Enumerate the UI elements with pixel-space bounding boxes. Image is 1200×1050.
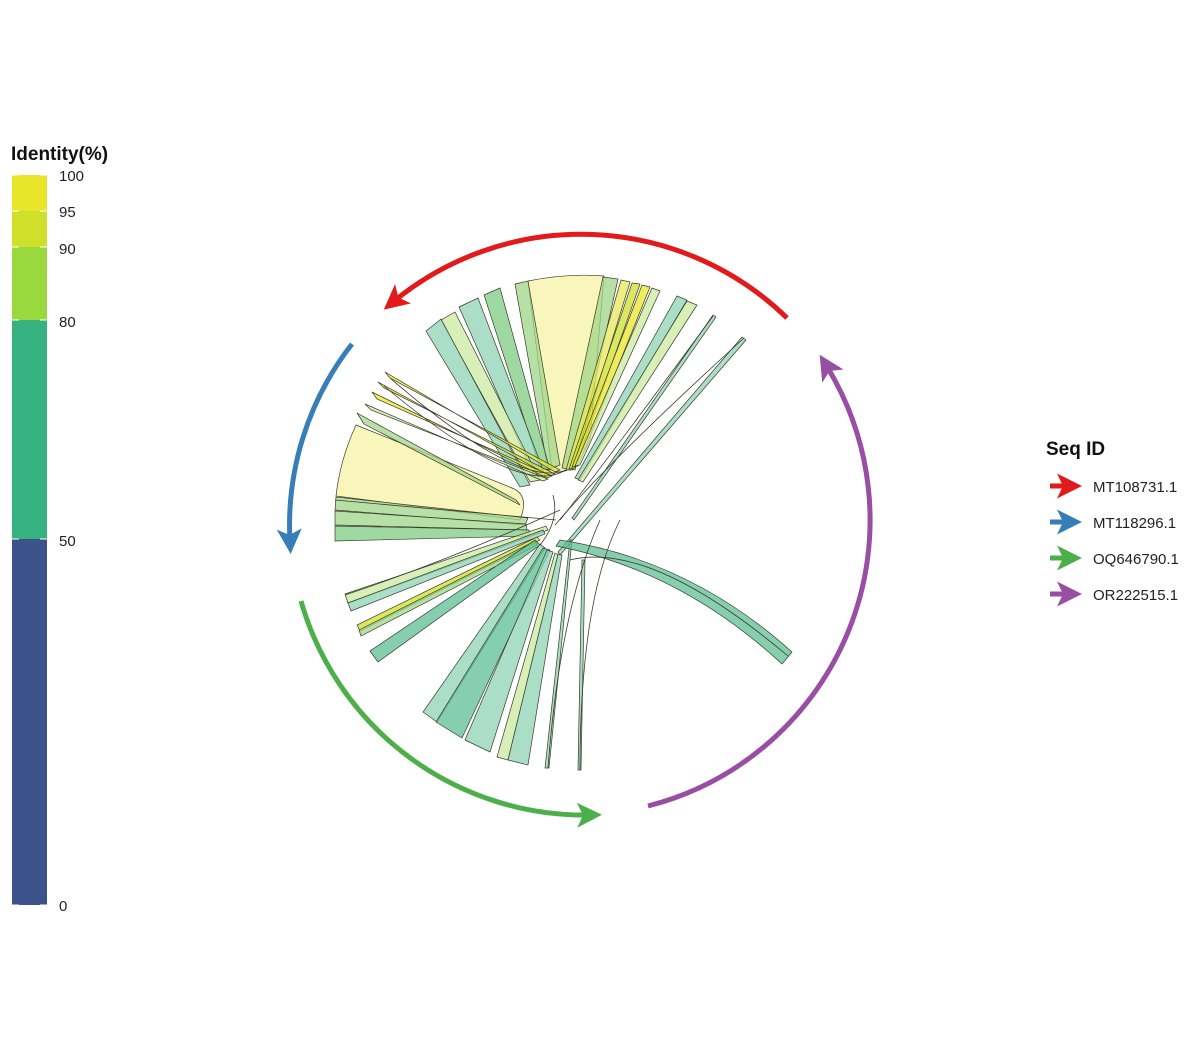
link-ribbon <box>435 547 551 739</box>
identity-legend-title: Identity(%) <box>11 144 108 165</box>
link-ribbon <box>483 287 551 471</box>
seq-legend-item-mt118296: MT118296.1 <box>1050 509 1176 535</box>
link-curve <box>554 337 745 526</box>
identity-legend: Identity(%) 100 95 90 80 50 0 <box>11 144 108 915</box>
colorbar-tick-95: 95 <box>59 204 76 221</box>
seq-legend-item-mt108731: MT108731.1 <box>1050 473 1177 499</box>
colorbar-tick-100: 100 <box>59 168 84 185</box>
seq-legend-label: MT108731.1 <box>1093 479 1177 496</box>
link-curve <box>344 509 561 596</box>
link-curve <box>547 519 601 769</box>
link-ribbon <box>544 539 573 769</box>
seq-legend-label: OR222515.1 <box>1093 587 1178 604</box>
link-ribbon <box>356 412 521 506</box>
seq-arc-mt108731 <box>383 231 789 320</box>
link-curve <box>334 499 557 521</box>
seq-legend: Seq ID MT108731.1 MT118296.1 OQ646790.1 … <box>1046 439 1179 607</box>
link-ribbon <box>507 553 563 766</box>
link-ribbon <box>364 403 549 482</box>
link-curve <box>579 519 621 771</box>
link-curve <box>569 556 789 657</box>
colorbar-band-95-100 <box>12 175 47 212</box>
colorbar-band-0-50 <box>12 539 47 905</box>
colorbar-tick-0: 0 <box>59 898 67 915</box>
colorbar-band-90-95 <box>12 211 47 248</box>
link-ribbon <box>347 529 546 612</box>
link-ribbon <box>555 539 793 665</box>
link-ribbon <box>577 559 586 771</box>
link-ribbon <box>425 318 531 488</box>
link-ribbon <box>571 284 651 468</box>
link-curve <box>383 385 563 477</box>
link-ribbon <box>574 287 661 467</box>
link-curve <box>559 315 714 521</box>
seq-arc-oq646790 <box>298 600 602 828</box>
seq-legend-title: Seq ID <box>1046 439 1105 460</box>
link-ribbon <box>571 314 717 521</box>
link-ribbon <box>561 276 619 471</box>
sequence-arcs <box>276 231 873 828</box>
link-ribbon <box>422 543 546 723</box>
link-ribbon <box>377 381 556 477</box>
seq-legend-item-or222515: OR222515.1 <box>1050 581 1178 607</box>
seq-arc-or222515 <box>647 354 873 809</box>
link-curve <box>389 377 567 474</box>
seq-legend-label: MT118296.1 <box>1093 515 1176 532</box>
link-ribbon <box>577 300 698 483</box>
colorbar-tick-80: 80 <box>59 314 76 331</box>
seq-legend-label: OQ646790.1 <box>1093 551 1179 568</box>
seq-legend-item-oq646790: OQ646790.1 <box>1050 545 1179 571</box>
identity-colorbar <box>12 174 47 906</box>
colorbar-band-50-80 <box>12 320 47 540</box>
seq-arc-mt118296 <box>276 342 354 554</box>
colorbar-band-80-90 <box>12 247 47 321</box>
colorbar-tick-50: 50 <box>59 533 76 550</box>
identity-links <box>334 274 793 771</box>
link-curve <box>539 494 556 546</box>
link-ribbon <box>344 525 549 604</box>
link-ribbon <box>464 549 554 753</box>
colorbar-tick-90: 90 <box>59 241 76 258</box>
link-ribbon <box>371 391 553 479</box>
link-ribbon <box>514 280 561 471</box>
link-ribbon <box>384 371 561 473</box>
link-ribbon <box>565 279 631 471</box>
link-ribbon <box>568 282 641 470</box>
